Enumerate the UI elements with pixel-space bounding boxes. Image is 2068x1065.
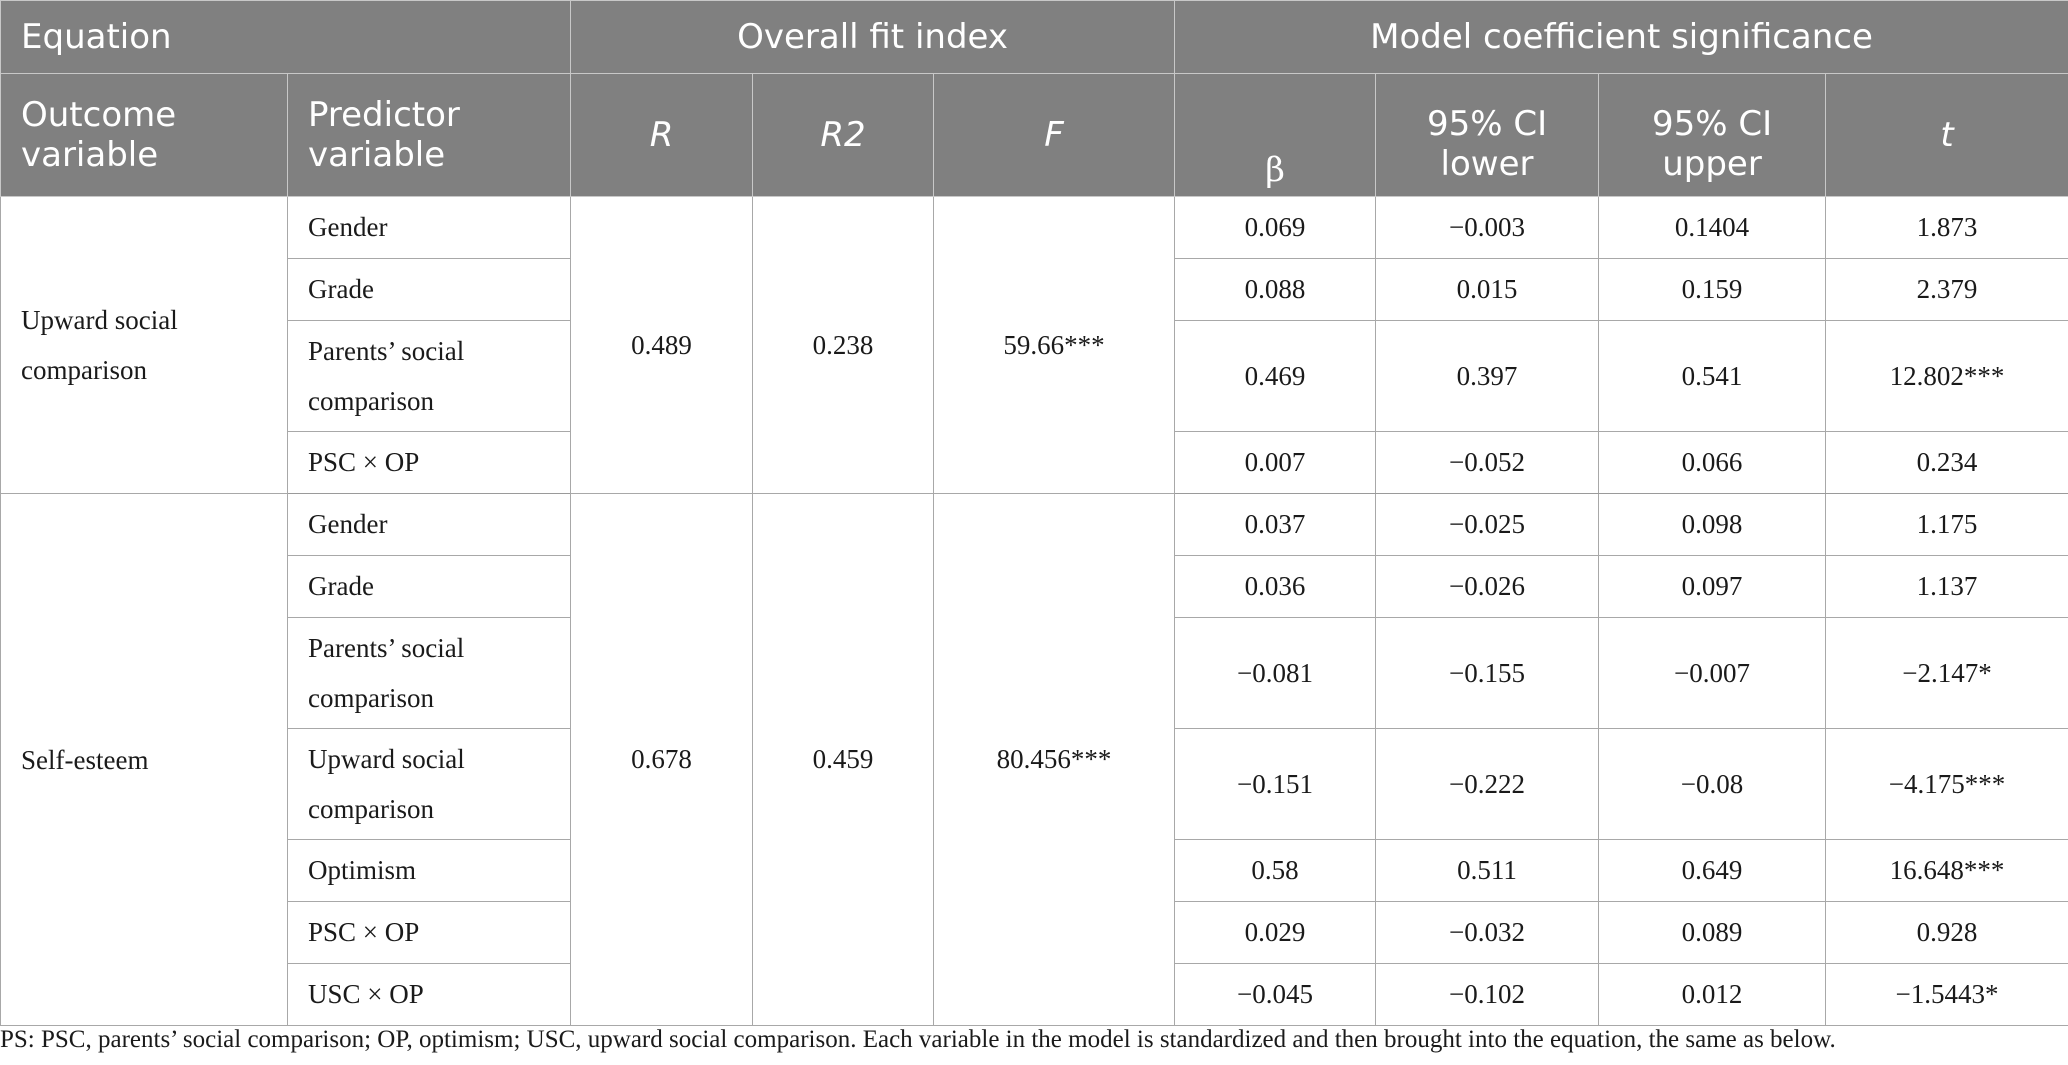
ci-lower-cell: −0.025 [1375,493,1600,556]
r2-cell: 0.238 [752,196,935,494]
predictor-cell: Gender [286,196,572,259]
header-model-coefficient: Model coefficient significance [1174,0,2068,74]
ci-lower-cell: −0.052 [1375,431,1600,494]
predictor-cell: Parents’ social comparison [286,320,572,432]
ci-lower-cell: −0.102 [1375,963,1600,1026]
ci-upper-cell: 0.089 [1598,901,1827,964]
t-cell: 0.234 [1825,431,2068,494]
ci-lower-cell: −0.155 [1375,617,1600,729]
predictor-cell: USC × OP [286,963,572,1026]
table-body: Upward social comparison Gender 0.489 0.… [0,196,2068,1026]
ci-lower-cell: 0.511 [1375,839,1600,902]
predictor-cell: Grade [286,258,572,321]
header-predictor-variable: Predictor variable [286,73,572,197]
t-cell: 1.175 [1825,493,2068,556]
beta-cell: 0.036 [1174,555,1377,618]
ci-lower-cell: 0.397 [1375,320,1600,432]
beta-cell: −0.081 [1174,617,1377,729]
ci-upper-cell: 0.541 [1598,320,1827,432]
ci-lower-cell: 0.015 [1375,258,1600,321]
predictor-cell: Optimism [286,839,572,902]
header-ci-upper: 95% CI upper [1598,73,1827,197]
beta-cell: 0.469 [1174,320,1377,432]
table-row: PSC × OP 0.007 −0.052 0.066 0.234 [1,431,2068,494]
table-row: Grade 0.036 −0.026 0.097 1.137 [1,555,2068,618]
ci-upper-cell: 0.649 [1598,839,1827,902]
table-row: Upward social comparison Gender 0.489 0.… [0,196,2068,494]
predictor-cell: Grade [286,555,572,618]
beta-cell: 0.58 [1174,839,1377,902]
predictor-cell: PSC × OP [286,431,572,494]
t-cell: −4.175*** [1825,728,2068,840]
t-cell: 2.379 [1825,258,2068,321]
table-row: USC × OP −0.045 −0.102 0.012 −1.5443* [1,963,2068,1026]
header-t: t [1825,73,2068,197]
table-row: Upward social comparison −0.151 −0.222 −… [1,728,2068,840]
ci-upper-cell: 0.1404 [1598,196,1827,259]
ci-upper-cell: 0.066 [1598,431,1827,494]
header-f: F [933,73,1176,197]
t-cell: 0.928 [1825,901,2068,964]
beta-cell: 0.069 [1174,196,1377,259]
header-equation: Equation [0,0,572,74]
ci-lower-cell: −0.032 [1375,901,1600,964]
predictor-cell: Gender [286,493,572,556]
table-row: Optimism 0.58 0.511 0.649 16.648*** [1,839,2068,902]
outcome-cell: Upward social comparison [0,196,288,494]
ci-upper-cell: 0.012 [1598,963,1827,1026]
beta-cell: −0.045 [1174,963,1377,1026]
t-cell: 12.802*** [1825,320,2068,432]
header-r2: R2 [752,73,935,197]
ci-upper-cell: 0.159 [1598,258,1827,321]
r-cell: 0.678 [570,493,754,1026]
table-row: Self-esteem Gender 0.678 0.459 80.456***… [0,493,2068,1026]
table-footnote: PS: PSC, parents’ social comparison; OP,… [0,1026,1836,1053]
header-r: R [570,73,754,197]
table-row: Parents’ social comparison −0.081 −0.155… [1,617,2068,729]
r2-cell: 0.459 [752,493,935,1026]
f-cell: 80.456*** [933,493,1176,1026]
t-cell: 1.137 [1825,555,2068,618]
r-cell: 0.489 [570,196,754,494]
t-cell: 1.873 [1825,196,2068,259]
ci-upper-cell: 0.097 [1598,555,1827,618]
beta-cell: 0.037 [1174,493,1377,556]
f-cell: 59.66*** [933,196,1176,494]
header-ci-lower: 95% CI lower [1375,73,1600,197]
t-cell: −2.147* [1825,617,2068,729]
table-row: Parents’ social comparison 0.469 0.397 0… [1,320,2068,432]
ci-lower-cell: −0.026 [1375,555,1600,618]
t-cell: −1.5443* [1825,963,2068,1026]
beta-cell: 0.088 [1174,258,1377,321]
outcome-cell: Self-esteem [0,493,288,1026]
header-outcome-variable: Outcome variable [0,73,288,197]
header-beta: β [1174,73,1377,197]
regression-table: Equation Overall fit index Model coeffic… [0,0,2068,1026]
ci-upper-cell: −0.007 [1598,617,1827,729]
header-overall-fit: Overall fit index [570,0,1176,74]
ci-upper-cell: 0.098 [1598,493,1827,556]
predictor-cell: Upward social comparison [286,728,572,840]
ci-upper-cell: −0.08 [1598,728,1827,840]
table-row: PSC × OP 0.029 −0.032 0.089 0.928 [1,901,2068,964]
table-header: Equation Overall fit index Model coeffic… [0,0,2068,197]
beta-cell: 0.029 [1174,901,1377,964]
t-cell: 16.648*** [1825,839,2068,902]
predictor-cell: Parents’ social comparison [286,617,572,729]
ci-lower-cell: −0.003 [1375,196,1600,259]
predictor-cell: PSC × OP [286,901,572,964]
beta-cell: −0.151 [1174,728,1377,840]
ci-lower-cell: −0.222 [1375,728,1600,840]
beta-cell: 0.007 [1174,431,1377,494]
